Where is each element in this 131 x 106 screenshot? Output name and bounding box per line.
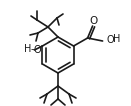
Text: O: O [89,16,98,26]
Text: O: O [107,35,114,45]
Text: H: H [24,44,31,54]
Text: H: H [113,34,120,44]
Text: O: O [34,45,41,55]
Text: -: - [31,44,34,54]
